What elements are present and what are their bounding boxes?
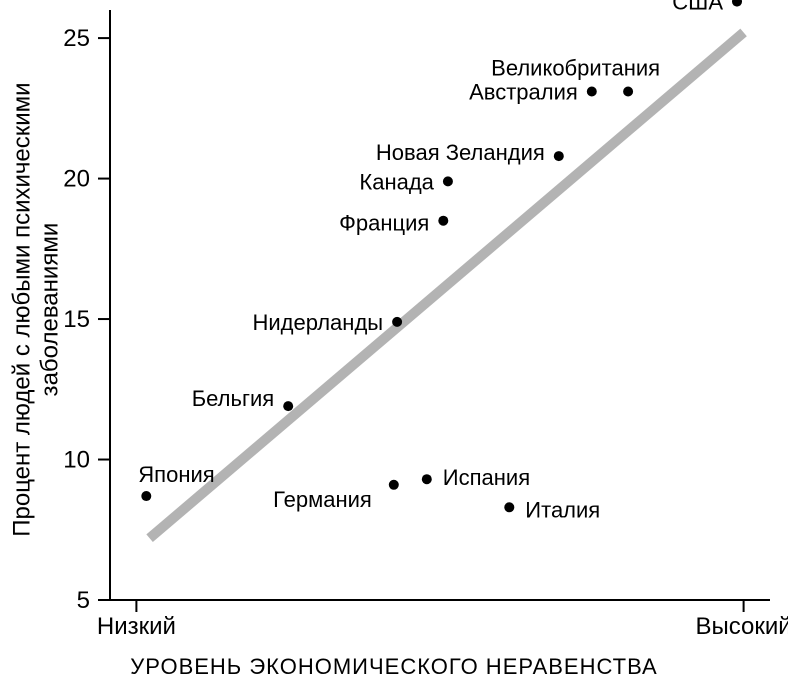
data-label-belgium: Бельгия	[192, 386, 274, 411]
y-tick-label: 25	[63, 25, 90, 52]
trend-line	[150, 32, 744, 538]
data-label-australia: Австралия	[469, 79, 578, 104]
data-label-usa: США	[672, 0, 723, 15]
data-label-netherlands: Нидерланды	[252, 310, 383, 335]
data-point-australia	[587, 86, 597, 96]
y-tick-label: 15	[63, 306, 90, 333]
y-tick-label: 20	[63, 166, 90, 193]
data-point-newzealand	[554, 151, 564, 161]
data-point-germany	[389, 480, 399, 490]
data-point-spain	[422, 474, 432, 484]
data-point-italy	[504, 502, 514, 512]
data-point-canada	[443, 176, 453, 186]
data-label-france: Франция	[339, 211, 429, 236]
y-tick-label: 10	[63, 447, 90, 474]
data-label-canada: Канада	[359, 169, 434, 194]
y-tick-label: 5	[77, 587, 90, 614]
data-point-france	[438, 216, 448, 226]
data-label-newzealand: Новая Зеландия	[376, 140, 545, 165]
data-point-uk	[623, 86, 633, 96]
data-label-uk: Великобритания	[491, 55, 660, 80]
data-label-italy: Италия	[525, 497, 600, 522]
data-label-germany: Германия	[273, 487, 372, 512]
data-point-belgium	[283, 401, 293, 411]
data-point-japan	[141, 491, 151, 501]
data-point-netherlands	[392, 317, 402, 327]
x-category-label: Низкий	[97, 613, 176, 640]
scatter-chart: 5 10 15 20 25 Низкий Высокий Япония Бельгия Герма…	[0, 0, 788, 684]
data-point-usa	[732, 0, 742, 7]
data-label-japan: Япония	[138, 462, 214, 487]
x-category-label: Высокий	[696, 613, 788, 640]
chart-container: Процент людей с любыми психическими забо…	[0, 0, 788, 684]
data-label-spain: Испания	[443, 465, 530, 490]
